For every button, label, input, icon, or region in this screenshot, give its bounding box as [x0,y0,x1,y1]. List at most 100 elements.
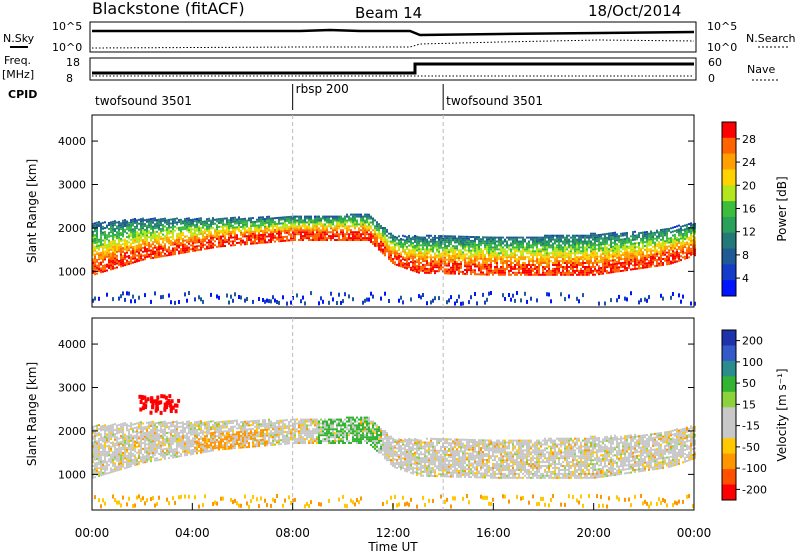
scatter-cell [438,270,440,273]
scatter-cell [176,237,178,240]
scatter-cell [238,226,240,229]
scatter-cell [188,225,190,228]
scatter-cell [504,238,506,241]
scatter-cell [446,268,448,271]
scatter-cell [612,234,614,236]
scatter-cell [602,233,604,236]
scatter-cell [444,237,446,240]
scatter-cell [518,242,520,245]
scatter-cell [282,238,284,240]
ground-scatter-cell [476,301,478,306]
scatter-cell [618,256,620,259]
scatter-cell [674,245,676,248]
scatter-cell [238,216,240,219]
scatter-cell [158,224,160,227]
scatter-cell [458,237,460,240]
scatter-cell [204,220,206,223]
scatter-cell [134,237,136,240]
scatter-cell [178,242,180,245]
scatter-cell [672,257,674,260]
scatter-cell [610,234,612,237]
scatter-cell [540,248,542,251]
scatter-cell [172,241,174,244]
scatter-cell [142,229,144,232]
scatter-cell [564,266,566,268]
scatter-cell [190,224,192,227]
scatter-cell [344,235,346,238]
scatter-cell [190,228,192,231]
scatter-cell [148,241,150,244]
scatter-cell [232,220,234,223]
scatter-cell [112,244,114,247]
scatter-cell [126,220,128,223]
scatter-cell [138,228,140,231]
scatter-cell [404,249,406,252]
scatter-cell [314,223,316,226]
scatter-cell [658,237,660,240]
scatter-cell [632,231,634,234]
scatter-cell [650,252,652,254]
scatter-cell [184,249,186,252]
scatter-cell [208,233,210,236]
scatter-cell [564,252,566,255]
ground-scatter-cell [344,292,346,297]
scatter-cell [376,244,378,247]
scatter-cell [558,271,560,274]
scatter-cell [580,269,582,272]
colorbar-swatch [722,248,736,265]
scatter-cell [106,437,108,440]
scatter-cell [206,235,208,238]
scatter-cell [106,246,108,249]
scatter-cell [302,231,304,234]
scatter-cell [288,217,290,220]
scatter-cell [464,237,466,240]
scatter-cell [550,238,552,241]
scatter-cell [692,223,694,226]
scatter-cell [380,242,382,245]
scatter-cell [486,244,488,247]
scatter-cell [392,238,394,241]
scatter-cell [424,263,426,266]
scatter-cell [638,261,640,264]
scatter-cell [230,240,232,243]
scatter-cell [650,242,652,245]
scatter-cell [300,231,302,234]
scatter-cell [680,241,682,244]
scatter-cell [620,258,622,261]
scatter-cell [694,232,696,235]
scatter-cell [516,242,518,245]
scatter-cell [280,228,282,231]
scatter-cell [352,215,354,218]
scatter-cell [242,223,244,226]
scatter-cell [612,251,614,254]
scatter-cell [536,236,538,239]
scatter-cell [130,229,132,231]
scatter-cell [378,236,380,239]
scatter-cell [626,247,628,250]
ground-scatter-cell [104,501,106,506]
scatter-cell [142,241,144,243]
scatter-cell [366,219,368,222]
scatter-cell [140,243,142,246]
scatter-cell [418,236,420,239]
scatter-cell [352,225,354,228]
scatter-cell [488,242,490,245]
scatter-cell [554,273,556,276]
scatter-cell [510,267,512,270]
scatter-cell [452,258,454,261]
scatter-cell [686,241,688,244]
scatter-cell [254,232,256,235]
scatter-cell [244,233,246,236]
scatter-cell [110,447,112,450]
scatter-cell [568,250,570,253]
scatter-cell [612,271,614,274]
scatter-cell [118,230,120,233]
scatter-cell [250,240,252,243]
scatter-cell [632,252,634,255]
scatter-cell [618,266,620,269]
scatter-cell [168,218,170,221]
scatter-cell [628,247,630,250]
scatter-cell [136,240,138,243]
scatter-cell [278,238,280,241]
scatter-cell [266,229,268,232]
